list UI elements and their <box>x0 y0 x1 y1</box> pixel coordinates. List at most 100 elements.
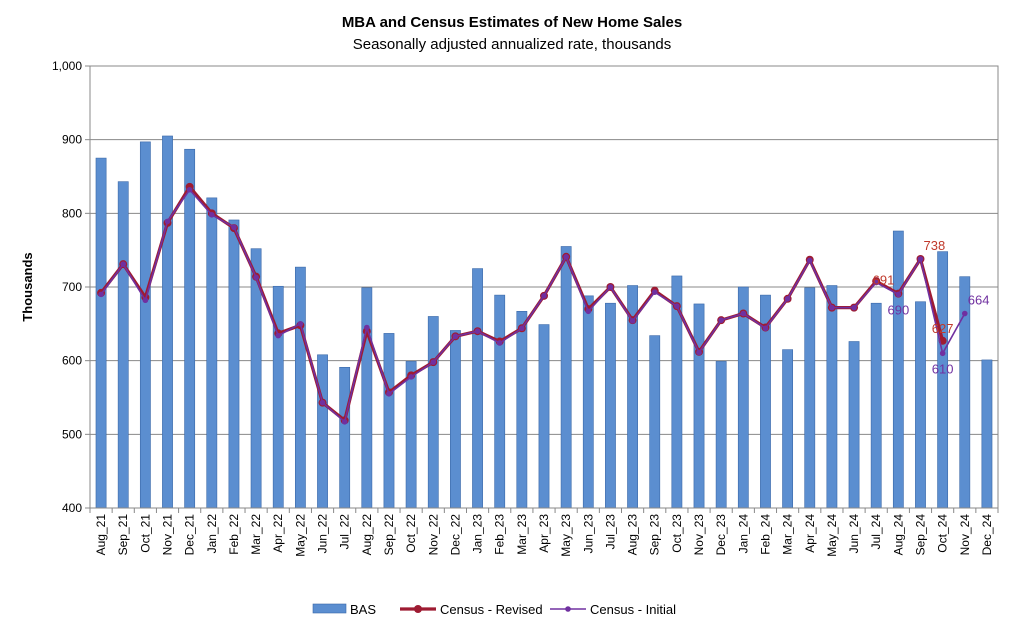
bar-nov-23 <box>693 303 705 509</box>
x-tick-label: Nov_21 <box>161 514 175 556</box>
x-tick-label: Dec_24 <box>980 514 994 556</box>
bar-jan-24 <box>737 286 749 509</box>
bar-jun-23 <box>582 295 594 509</box>
x-tick-label: Mar_22 <box>249 514 263 555</box>
y-tick-label: 800 <box>62 206 82 220</box>
x-tick-label: Aug_22 <box>360 514 374 556</box>
x-tick-label: Oct_24 <box>936 514 950 553</box>
initial-point-oct-22 <box>408 374 414 380</box>
bar-aug-21 <box>95 157 107 509</box>
y-axis-label: Thousands <box>20 252 35 321</box>
legend-item-census-initial: Census - Initial <box>550 602 676 617</box>
initial-point-mar-22 <box>253 274 259 281</box>
initial-point-feb-24 <box>762 325 769 332</box>
x-tick-label: Nov_24 <box>958 514 972 556</box>
bar-apr-23 <box>538 324 550 509</box>
initial-point-dec-23 <box>718 317 724 323</box>
bar-dec-24 <box>981 359 993 509</box>
initial-point-jul-23 <box>607 284 614 290</box>
x-tick-label: Apr_23 <box>537 514 551 553</box>
legend-marker <box>565 606 571 612</box>
bar-may-24 <box>826 285 838 509</box>
census-initial-path <box>100 188 966 423</box>
initial-point-oct-24 <box>939 350 946 357</box>
data-label: 690 <box>887 302 909 317</box>
initial-point-nov-24 <box>961 310 968 317</box>
initial-point-mar-23 <box>519 325 525 332</box>
x-tick-label: Aug_23 <box>626 514 640 556</box>
x-axis-ticks: Aug_21 Sep_21 Oct_21 Nov_21 Dec_21 Jan_22 Feb_… <box>89 508 999 557</box>
initial-point-dec-21 <box>186 186 193 193</box>
x-tick-label: Jul_23 <box>603 514 617 550</box>
bar-jul-23 <box>605 302 616 509</box>
initial-point-jun-22 <box>319 399 326 406</box>
bar-nov-21 <box>162 135 173 509</box>
legend-item-bas: BAS <box>312 602 376 617</box>
initial-point-dec-22 <box>452 333 459 340</box>
y-tick-label: 700 <box>62 280 82 294</box>
y-tick-label: 600 <box>62 354 82 368</box>
bar-series-bas <box>95 135 993 509</box>
initial-point-feb-23 <box>496 340 503 346</box>
initial-point-feb-22 <box>231 224 237 231</box>
y-tick-label: 400 <box>62 501 82 515</box>
initial-point-may-22 <box>297 321 304 327</box>
initial-point-nov-22 <box>430 359 437 365</box>
plot-area-frame <box>89 65 999 509</box>
y-tick-label: 500 <box>62 427 82 441</box>
initial-point-aug-24 <box>895 291 902 298</box>
initial-point-jul-24 <box>873 279 879 286</box>
x-tick-label: Dec_22 <box>448 514 462 556</box>
x-tick-label: May_22 <box>293 514 307 557</box>
bar-nov-22 <box>427 316 439 509</box>
initial-point-mar-24 <box>784 295 791 302</box>
bar-may-22 <box>294 266 306 509</box>
bar-dec-21 <box>184 148 196 509</box>
initial-point-aug-21 <box>98 291 104 298</box>
initial-point-jul-22 <box>341 419 348 425</box>
bar-sep-21 <box>117 181 129 509</box>
bar-mar-24 <box>782 349 794 509</box>
data-label: 664 <box>968 293 990 308</box>
initial-point-apr-24 <box>806 257 813 264</box>
chart-title: MBA and Census Estimates of New Home Sal… <box>342 14 682 31</box>
bar-apr-24 <box>804 287 816 509</box>
initial-point-oct-23 <box>674 303 680 309</box>
initial-point-may-24 <box>829 304 835 311</box>
legend-label: BAS <box>350 602 376 617</box>
data-annotations: 691 690 738 627 610 664 <box>873 238 990 376</box>
x-tick-label: May_23 <box>559 514 573 557</box>
initial-point-jun-23 <box>585 308 592 315</box>
x-tick-label: Nov_22 <box>426 514 440 556</box>
initial-point-sep-21 <box>120 261 127 267</box>
y-tick-label: 900 <box>62 133 82 147</box>
x-tick-label: Mar_23 <box>515 514 529 555</box>
initial-point-aug-22 <box>364 324 370 331</box>
bar-oct-21 <box>139 141 151 509</box>
bar-mar-23 <box>516 311 528 509</box>
initial-point-jan-22 <box>209 212 215 218</box>
initial-point-may-23 <box>563 253 569 260</box>
bar-jun-22 <box>317 354 328 509</box>
initial-point-oct-21 <box>142 297 149 304</box>
x-tick-label: Dec_23 <box>714 514 728 556</box>
initial-point-apr-23 <box>541 293 547 299</box>
bar-jul-24 <box>870 302 882 509</box>
initial-point-sep-22 <box>386 391 392 397</box>
bar-aug-22 <box>361 287 373 509</box>
bar-feb-23 <box>494 294 506 509</box>
chart-subtitle: Seasonally adjusted annualized rate, tho… <box>353 36 672 53</box>
x-tick-label: May_24 <box>825 514 839 557</box>
x-tick-label: Dec_21 <box>183 514 197 556</box>
y-axis-ticks: 400 500 600 700 800 900 1,000 <box>52 59 90 515</box>
bar-sep-22 <box>383 333 395 509</box>
bar-dec-23 <box>715 361 727 509</box>
bar-oct-22 <box>405 361 417 509</box>
bar-oct-24 <box>937 251 949 509</box>
legend-label: Census - Revised <box>440 602 543 617</box>
line-census-initial <box>98 186 968 425</box>
x-tick-label: Feb_23 <box>493 514 507 555</box>
initial-point-aug-23 <box>629 318 636 324</box>
initial-point-jun-24 <box>851 304 857 311</box>
